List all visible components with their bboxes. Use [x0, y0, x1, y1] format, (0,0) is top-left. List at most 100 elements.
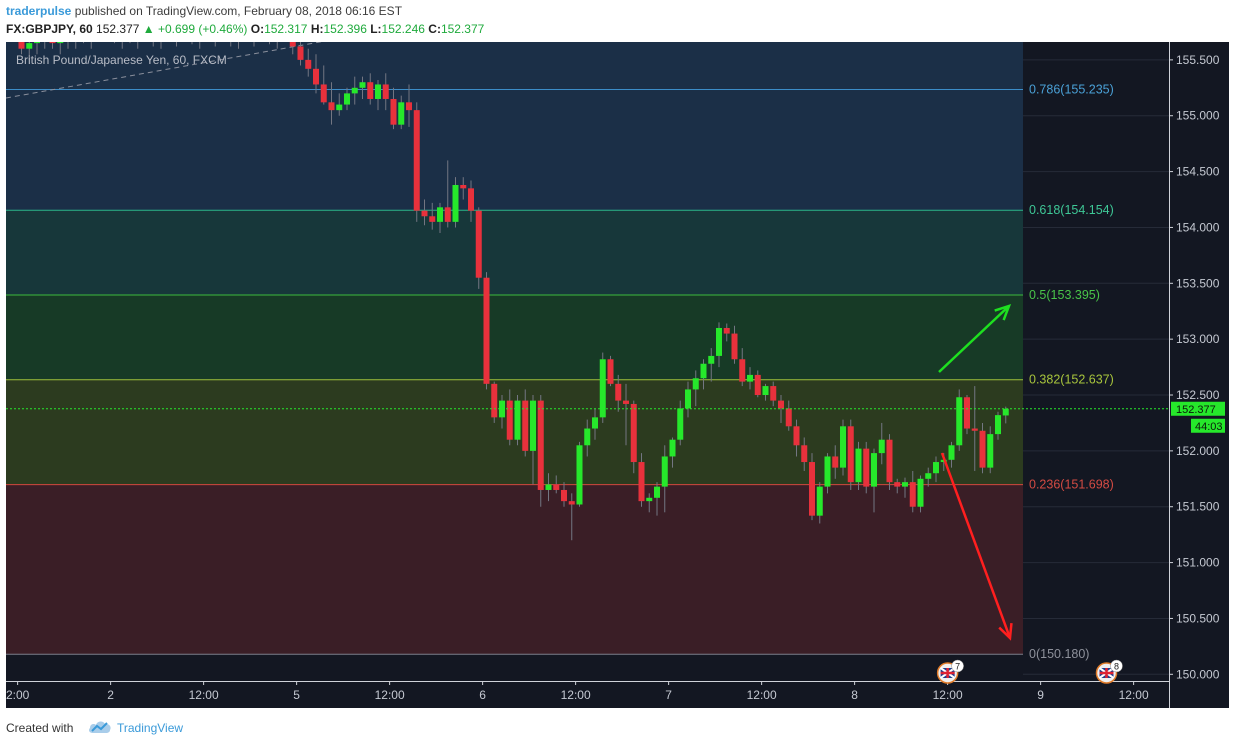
candle: [878, 422, 885, 465]
high-label: H:: [310, 22, 324, 36]
chart-area[interactable]: 0.786(155.235) 0.618(154.154) 0.5(153.395)…: [6, 42, 1229, 708]
candle-body: [793, 426, 800, 446]
candle: [599, 352, 606, 423]
candle: [886, 434, 893, 490]
candle-body: [902, 482, 908, 487]
candle-body: [584, 428, 591, 446]
candle-body: [723, 327, 730, 334]
tradingview-brand[interactable]: TradingView: [117, 721, 184, 735]
grid: [1023, 59, 1169, 675]
candle-body: [995, 415, 1001, 435]
candle-body: [390, 98, 397, 125]
candle: [661, 445, 668, 513]
price-tick-label: 150.500: [1176, 611, 1220, 625]
candle: [692, 370, 699, 407]
candle-body: [770, 386, 777, 401]
candle: [747, 367, 753, 390]
candle-body: [475, 210, 482, 278]
candle: [607, 355, 614, 387]
low-label: L:: [370, 22, 382, 36]
candle-body: [568, 501, 575, 505]
publish-info: traderpulse published on TradingView.com…: [6, 4, 402, 18]
author-link[interactable]: traderpulse: [6, 4, 72, 18]
candle-body: [506, 400, 513, 440]
candle-body: [654, 486, 660, 498]
candle-body: [26, 43, 33, 49]
candle-body: [661, 456, 668, 487]
time-tick-label: 2:00: [6, 688, 30, 702]
chart-legend: British Pound/Japanese Yen, 60, FXCM: [16, 53, 227, 67]
candle-body: [754, 374, 761, 396]
candle-body: [34, 42, 40, 44]
candle: [491, 381, 498, 423]
candle: [568, 493, 575, 541]
badge-count: 8: [1114, 662, 1119, 672]
candle: [623, 383, 629, 446]
candle: [34, 42, 40, 55]
candle: [894, 478, 901, 494]
candle: [160, 42, 162, 49]
candle-body: [305, 59, 312, 69]
candle-body: [460, 184, 467, 189]
arrow-head: [994, 304, 1012, 321]
symbol-label[interactable]: FX:GBPJPY, 60: [6, 22, 93, 36]
time-axis: 2:00 2 12:00 5 12:00 6 12:00 7 12:00 8 12:00 9 12:00: [6, 681, 1169, 708]
candle: [909, 470, 916, 513]
time-tick-label: 12:00: [189, 688, 219, 702]
candle: [537, 395, 544, 507]
candle-body: [886, 439, 893, 483]
fib-level-label: 0.786(155.235): [1029, 82, 1114, 96]
candle: [809, 453, 815, 521]
candle-body: [49, 42, 56, 44]
candle: [948, 441, 955, 468]
candle: [276, 42, 278, 49]
price-tick-label: 151.000: [1176, 556, 1220, 570]
candle: [933, 456, 939, 483]
candle-body: [917, 478, 924, 507]
countdown-label: 44:03: [1195, 421, 1223, 433]
candle: [677, 400, 684, 446]
candle: [90, 42, 92, 49]
candle-body: [576, 445, 583, 505]
candle-body: [289, 42, 296, 47]
price-tick-label: 152.000: [1176, 444, 1220, 458]
candle-body: [855, 448, 862, 483]
time-tick-label: 2: [107, 688, 114, 702]
candle-body: [933, 462, 939, 474]
candle-body: [599, 359, 606, 418]
candle-body: [615, 383, 622, 401]
candle: [137, 42, 139, 49]
candle-body: [18, 42, 25, 49]
uk-flag-icon[interactable]: 8: [1095, 659, 1123, 684]
candle: [584, 419, 591, 457]
candle-body: [863, 448, 870, 487]
candle: [49, 42, 56, 49]
price-tick-label: 150.000: [1176, 667, 1220, 681]
candle-body: [646, 497, 653, 502]
fib-zone: [6, 484, 1023, 655]
candle-body: [328, 102, 335, 111]
fib-zone: [6, 295, 1023, 380]
low-value: 152.246: [381, 22, 425, 36]
current-price-badge: [1171, 401, 1225, 416]
candle: [320, 65, 327, 105]
candle-body: [382, 84, 389, 99]
candle: [739, 348, 746, 387]
candle-body: [483, 277, 490, 384]
candlestick-chart[interactable]: 0.786(155.235) 0.618(154.154) 0.5(153.395)…: [6, 42, 1229, 708]
candle: [253, 42, 255, 47]
symbol-info: FX:GBPJPY, 60 152.377 ▲ +0.699 (+0.46%) …: [6, 22, 484, 36]
fib-level-label: 0.618(154.154): [1029, 203, 1114, 217]
price-tick-label: 154.000: [1176, 220, 1220, 234]
candle: [723, 323, 730, 342]
candle: [832, 445, 839, 479]
tradingview-logo-icon[interactable]: [88, 720, 112, 734]
uk-flag-icon[interactable]: 7: [936, 659, 964, 684]
candle-body: [367, 82, 374, 99]
candle-body: [607, 359, 614, 384]
candle: [871, 448, 877, 513]
time-tick-label: 8: [851, 688, 858, 702]
candle-body: [692, 378, 699, 390]
candle-body: [778, 400, 784, 409]
candle: [731, 325, 738, 364]
